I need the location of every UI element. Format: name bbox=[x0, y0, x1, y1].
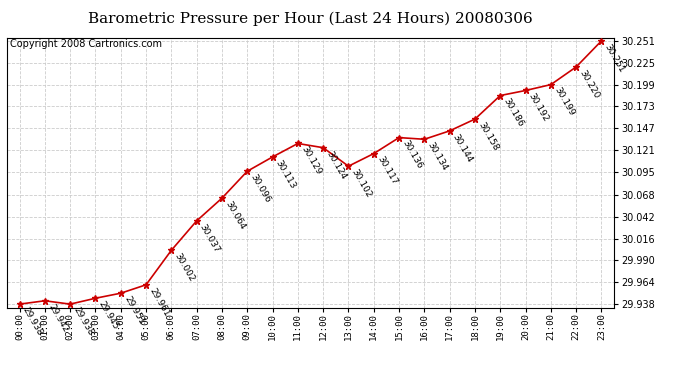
Text: 29.945: 29.945 bbox=[97, 300, 120, 331]
Text: 30.186: 30.186 bbox=[502, 97, 525, 129]
Text: 29.951: 29.951 bbox=[122, 295, 146, 326]
Text: 30.037: 30.037 bbox=[198, 222, 221, 254]
Text: 30.144: 30.144 bbox=[451, 132, 475, 164]
Text: Copyright 2008 Cartronics.com: Copyright 2008 Cartronics.com bbox=[10, 39, 162, 49]
Text: 30.102: 30.102 bbox=[350, 168, 373, 200]
Text: 30.064: 30.064 bbox=[224, 200, 247, 231]
Text: 29.938: 29.938 bbox=[72, 306, 95, 337]
Text: 30.158: 30.158 bbox=[476, 120, 500, 152]
Text: 30.002: 30.002 bbox=[172, 252, 196, 284]
Text: 29.961: 29.961 bbox=[148, 286, 171, 318]
Text: 30.117: 30.117 bbox=[375, 155, 399, 187]
Text: 30.124: 30.124 bbox=[324, 149, 348, 181]
Text: 30.113: 30.113 bbox=[274, 158, 297, 190]
Text: 30.134: 30.134 bbox=[426, 141, 449, 172]
Text: 30.136: 30.136 bbox=[400, 139, 424, 171]
Text: 30.251: 30.251 bbox=[603, 42, 627, 74]
Text: 30.096: 30.096 bbox=[248, 172, 273, 204]
Text: 30.199: 30.199 bbox=[552, 86, 576, 118]
Text: 30.129: 30.129 bbox=[299, 145, 323, 177]
Text: 29.938: 29.938 bbox=[21, 306, 44, 337]
Text: 29.942: 29.942 bbox=[46, 302, 70, 334]
Text: 30.220: 30.220 bbox=[578, 68, 601, 100]
Text: Barometric Pressure per Hour (Last 24 Hours) 20080306: Barometric Pressure per Hour (Last 24 Ho… bbox=[88, 11, 533, 26]
Text: 30.192: 30.192 bbox=[527, 92, 551, 124]
